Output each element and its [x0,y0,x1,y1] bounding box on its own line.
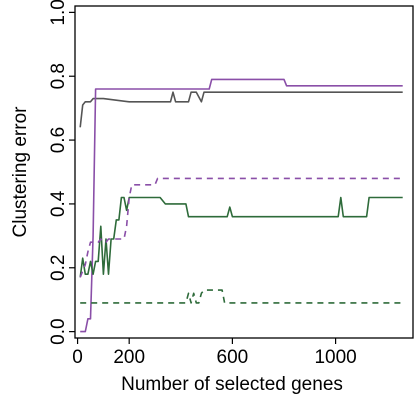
x-axis: 0 200 600 1000 [72,338,357,368]
x-tick-label: 1000 [314,347,356,368]
x-tick-label: 200 [113,347,145,368]
series-line-5 [80,289,403,304]
y-tick-label: 0.6 [48,127,69,153]
y-tick-label: 0.4 [48,190,69,217]
series-line-2 [80,78,403,333]
series-line-4 [79,177,403,278]
plot-frame [74,5,414,339]
series-layer [79,78,403,333]
series-line-1 [79,91,403,128]
x-axis-title: Number of selected genes [121,374,343,394]
y-tick-label: 1.0 [48,0,69,26]
y-axis: 0.0 0.2 0.4 0.6 0.8 1.0 [48,0,75,345]
x-tick-label: 600 [217,347,249,368]
series-line-3 [79,196,403,278]
y-axis-title: Clustering error [10,106,31,238]
y-tick-label: 0.8 [48,63,69,89]
y-tick-label: 0.2 [48,255,69,281]
x-tick-label: 0 [72,347,83,368]
y-tick-label: 0.0 [48,318,69,344]
